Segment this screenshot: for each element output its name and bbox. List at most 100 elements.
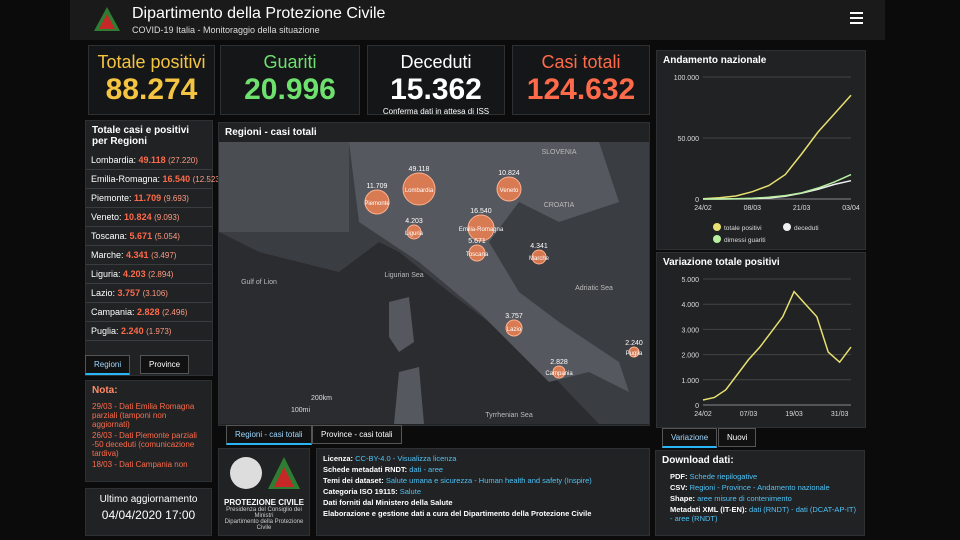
region-positive: (9.093) <box>154 213 180 222</box>
map-bubble[interactable] <box>531 249 547 265</box>
license-line: Categoria ISO 19115: Salute <box>323 487 643 496</box>
map-place: Ligurian Sea <box>384 272 423 279</box>
region-total: 3.757 <box>117 288 141 298</box>
bubble-name: Veneto <box>500 188 519 194</box>
map-place: SLOVENIA <box>541 149 576 156</box>
notes-title: Nota: <box>92 385 118 396</box>
y-tick-label: 1.000 <box>681 378 699 385</box>
map-bubble[interactable] <box>552 365 566 379</box>
kpi-value: 15.362 <box>390 73 482 106</box>
logo-name: PROTEZIONE CIVILE <box>223 498 304 507</box>
x-tick-label: 07/03 <box>740 411 758 418</box>
variation-tab[interactable]: Variazione <box>662 428 718 448</box>
region-name: Lombardia: <box>91 155 137 165</box>
region-total: 11.709 <box>134 193 162 203</box>
license-text[interactable]: Salute umana e sicurezza - Human health … <box>385 476 592 485</box>
map-panel: Regioni - casi totali 49.118 Lombardia 11.… <box>218 122 650 426</box>
bubble-value: 3.757 <box>505 313 523 320</box>
bubble-name: Toscana <box>466 252 489 258</box>
update-label: Ultimo aggiornamento <box>99 494 198 505</box>
license-text[interactable]: dati - aree <box>409 465 444 474</box>
regions-title: Totale casi e positivi per Regioni <box>92 125 190 147</box>
logo-line: Dipartimento della Protezione Civile <box>224 519 304 531</box>
map-bubble[interactable] <box>402 172 436 206</box>
license-label: Licenza: <box>323 454 354 463</box>
kpi-label: Guariti <box>263 52 317 72</box>
y-tick-label: 4.000 <box>681 302 699 309</box>
map-place: CROATIA <box>544 202 575 209</box>
region-tab[interactable]: Regioni <box>85 355 131 375</box>
note-item: 18/03 - Dati Campania non <box>92 460 188 469</box>
update-date: 04/04/2020 17:00 <box>101 508 196 522</box>
trend-title: Andamento nazionale <box>663 55 767 66</box>
bubble-value: 49.118 <box>409 166 430 173</box>
map-bubble[interactable] <box>505 319 523 337</box>
license-line: Schede metadati RNDT: dati - aree <box>323 465 643 474</box>
bubble-name: Puglia <box>626 351 643 357</box>
trend-chart: 0 50.000 100.000 24/02 08/03 21/03 03/04 totale… <box>674 75 860 244</box>
map[interactable]: 49.118 Lombardia 11.709 Piemonte 16.540 Emili… <box>219 142 649 424</box>
region-positive: (3.497) <box>151 251 177 260</box>
legend-swatch <box>713 235 721 243</box>
bubble-value: 5.671 <box>468 238 486 245</box>
license-text[interactable]: CC-BY-4.0 - Visualizza licenza <box>355 454 457 463</box>
regions-panel: Totale casi e positivi per Regioni Lomba… <box>85 120 222 376</box>
map-tab[interactable]: Province - casi totali <box>312 425 402 444</box>
region-positive: (1.973) <box>146 327 172 336</box>
download-link[interactable]: aree misure di contenimento <box>697 494 792 503</box>
series-line <box>702 94 852 200</box>
download-label: Metadati XML (IT-EN): <box>670 505 747 514</box>
x-tick-label: 08/03 <box>744 205 762 212</box>
header: Dipartimento della Protezione Civile COV… <box>70 0 885 40</box>
x-tick-label: 03/04 <box>842 205 860 212</box>
legend-swatch <box>783 223 791 231</box>
kpi-value: 88.274 <box>105 73 198 106</box>
bubble-name: Liguria <box>405 231 424 237</box>
y-tick-label: 0 <box>695 403 699 410</box>
region-tab[interactable]: Province <box>140 355 190 374</box>
logo-icon <box>94 7 120 31</box>
region-total: 4.341 <box>126 250 149 260</box>
license-line: Temi dei dataset: Salute umana e sicurez… <box>323 476 643 485</box>
map-tab[interactable]: Regioni - casi totali <box>226 425 312 445</box>
region-row: Campania: 2.828 (2.496) <box>86 303 212 322</box>
variation-tab[interactable]: Nuovi <box>718 428 757 447</box>
map-bubble[interactable] <box>467 214 495 242</box>
y-tick-label: 2.000 <box>681 353 699 360</box>
map-bubble[interactable] <box>468 244 486 262</box>
series-line <box>702 290 852 401</box>
map-bubble[interactable] <box>364 189 390 215</box>
map-bubble[interactable] <box>496 176 522 202</box>
download-link[interactable]: Schede riepilogative <box>689 472 758 481</box>
kpi-value: 124.632 <box>526 73 636 106</box>
region-row: Liguria: 4.203 (2.894) <box>86 265 212 284</box>
header-title: Dipartimento della Protezione Civile <box>132 5 386 22</box>
menu-button[interactable] <box>850 12 863 24</box>
map-bubble[interactable] <box>628 346 640 358</box>
kpi-label: Deceduti <box>400 52 472 72</box>
region-positive: (9.693) <box>163 194 189 203</box>
download-label: Shape: <box>670 494 696 503</box>
region-name: Puglia: <box>91 326 119 336</box>
kpi-card: Guariti 20.996 <box>220 45 360 115</box>
region-total: 2.828 <box>137 307 160 317</box>
note-item: 29/03 - Dati Emilia Romagna parziali (ta… <box>92 402 195 429</box>
download-link[interactable]: dati (RNDT) - dati (DCAT-AP-IT) - aree (… <box>670 505 856 523</box>
license-label: Schede metadati RNDT: <box>323 465 408 474</box>
kpi-label: Casi totali <box>541 52 621 72</box>
region-name: Veneto: <box>91 212 122 222</box>
kpi-card: Casi totali 124.632 <box>512 45 650 115</box>
region-name: Toscana: <box>91 231 128 241</box>
region-positive: (2.496) <box>162 308 188 317</box>
bubble-value: 16.540 <box>470 208 492 215</box>
download-link[interactable]: Regioni - Province - Andamento nazionale <box>689 483 830 492</box>
logo-panel: PROTEZIONE CIVILE Presidenza del Consigl… <box>218 448 310 536</box>
license-line: Dati forniti dal Ministero della Salute <box>323 498 643 507</box>
map-bubble[interactable] <box>406 224 422 240</box>
region-positive: (3.106) <box>142 289 168 298</box>
map-place: Tyrrhenian Sea <box>485 412 533 419</box>
bubble-name: Piemonte <box>364 201 390 207</box>
license-text[interactable]: Salute <box>399 487 421 496</box>
map-title: Regioni - casi totali <box>225 127 317 138</box>
